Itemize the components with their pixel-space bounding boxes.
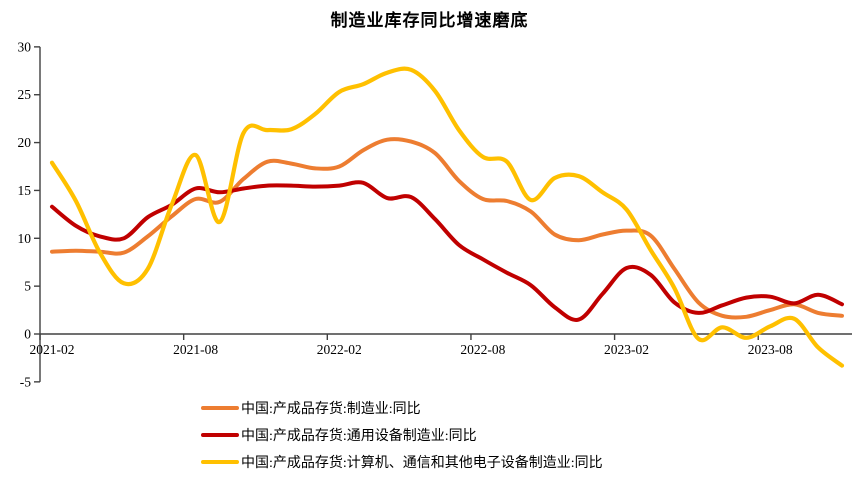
legend-swatch bbox=[201, 459, 239, 464]
x-tick-label: 2021-08 bbox=[173, 342, 218, 357]
legend-item: 中国:产成品存货:通用设备制造业:同比 bbox=[201, 424, 603, 445]
line-series-0 bbox=[50, 137, 844, 320]
x-tick-label: 2022-02 bbox=[317, 342, 362, 357]
y-tick-label: -5 bbox=[20, 374, 31, 389]
line-chart-plot: 30 25 20 15 10 5 0 -5 2021-02 2021-08 2022-02 2022-… bbox=[18, 39, 852, 389]
x-tick-label: 2023-08 bbox=[748, 342, 793, 357]
y-tick-label: 5 bbox=[24, 279, 31, 294]
chart-title: 制造业库存同比增速磨底 bbox=[330, 11, 529, 30]
legend-swatch bbox=[201, 405, 239, 410]
legend-label: 中国:产成品存货:制造业:同比 bbox=[241, 401, 421, 417]
y-tick-label: 15 bbox=[18, 183, 32, 198]
x-tick-label: 2023-02 bbox=[604, 342, 649, 357]
y-tick-label: 10 bbox=[18, 231, 32, 246]
chart-legend: 中国:产成品存货:制造业:同比中国:产成品存货:通用设备制造业:同比中国:产成品… bbox=[201, 397, 603, 472]
legend-item: 中国:产成品存货:制造业:同比 bbox=[201, 397, 603, 418]
legend-label: 中国:产成品存货:通用设备制造业:同比 bbox=[241, 428, 477, 444]
line-series-1 bbox=[50, 180, 844, 322]
y-tick-label: 30 bbox=[18, 39, 32, 54]
y-tick-label: 0 bbox=[24, 327, 31, 342]
legend-item: 中国:产成品存货:计算机、通信和其他电子设备制造业:同比 bbox=[201, 451, 603, 472]
x-tick-label: 2022-08 bbox=[460, 342, 505, 357]
y-tick-label: 20 bbox=[18, 135, 32, 150]
x-tick-label: 2021-02 bbox=[30, 342, 75, 357]
y-tick-label: 25 bbox=[18, 87, 32, 102]
legend-swatch bbox=[201, 432, 239, 437]
legend-label: 中国:产成品存货:计算机、通信和其他电子设备制造业:同比 bbox=[241, 455, 603, 471]
line-series-2 bbox=[49, 66, 845, 368]
